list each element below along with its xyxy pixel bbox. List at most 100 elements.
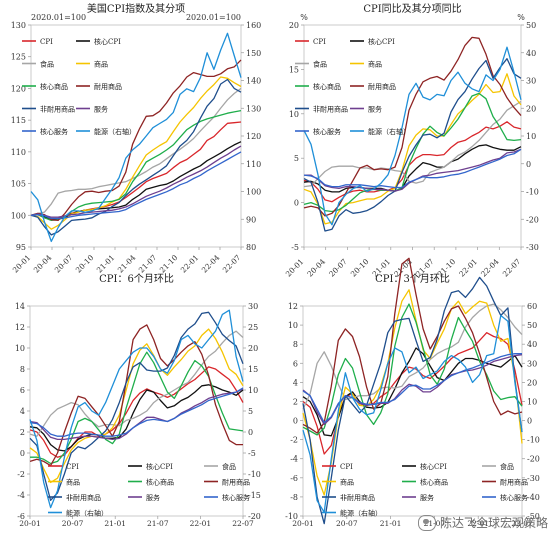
legend-label: 食品 (222, 462, 236, 471)
chart-panel-4: CPI：3个月环比-10-8-6-4-2024681012-50-40-30-2… (285, 257, 540, 528)
legend-item: 核心服务 (22, 127, 68, 136)
y2-tick-label: -20 (526, 215, 539, 224)
legend-item: CPI (22, 38, 53, 46)
y-tick-label: -6 (290, 474, 298, 483)
y-tick-label: 8 (20, 365, 25, 374)
y2-tick-label: 0 (248, 428, 253, 437)
legend-label: CPI (313, 38, 326, 46)
legend-item: 商品 (322, 478, 354, 487)
legend-label: 耐用商品 (222, 478, 250, 487)
legend-item: 非耐用商品 (22, 105, 75, 114)
y-tick-label: -8 (290, 493, 298, 502)
legend-label: 核心服务 (40, 127, 68, 136)
legend-label: 核心商品 (40, 82, 68, 91)
y2-tick-label: -20 (527, 455, 540, 464)
legend-item: 核心CPI (402, 462, 447, 471)
x-tick-label: 20-04 (305, 257, 327, 279)
x-tick-label: 20-10 (74, 253, 96, 275)
x-tick-label: 21-01 (380, 519, 402, 528)
y-tick-label: 130 (11, 21, 26, 30)
series-line-食品 (303, 100, 522, 188)
legend-label: 商品 (368, 60, 382, 69)
legend-label: 耐用商品 (500, 478, 528, 487)
legend-item: CPI (322, 463, 353, 471)
chart-title: CPI同比及其分项同比 (363, 3, 461, 15)
chart-title: CPI：6个月环比 (99, 273, 174, 285)
series-line-食品 (29, 330, 244, 437)
legend-item: 能源（右轴） (350, 127, 410, 136)
y2-tick-label: -50 (527, 512, 540, 521)
left-axis-unit: 2020.01=100 (31, 13, 86, 22)
legend-item: 能源（右轴） (76, 127, 136, 136)
series-line-耐用商品 (303, 36, 522, 217)
legend-item: 商品 (48, 478, 80, 487)
x-tick-label: 22-04 (479, 257, 501, 279)
y-tick-label: 20 (289, 21, 299, 30)
legend-label: 核心CPI (420, 462, 447, 471)
legend-label: 核心CPI (146, 462, 173, 471)
x-tick-label: 21-07 (137, 253, 159, 275)
watermark-text: 陈达飞全球宏观策略 (439, 516, 548, 530)
x-tick-label: 22-01 (190, 519, 212, 528)
y-tick-label: 120 (11, 84, 26, 93)
legend-label: 非耐用商品 (40, 105, 75, 114)
x-tick-label: 22-07 (501, 257, 523, 279)
y-tick-label: 8 (293, 340, 298, 349)
y-tick-label: -5 (291, 243, 299, 252)
x-tick-label: 20-01 (11, 253, 33, 275)
legend-label: 能源（右轴） (368, 127, 410, 136)
legend-label: 耐用商品 (94, 82, 122, 91)
legend-item: 食品 (22, 60, 54, 69)
legend-label: 非耐用商品 (313, 105, 348, 114)
y-tick-label: -2 (17, 470, 25, 479)
y2-tick-label: 50 (527, 321, 537, 330)
legend-label: 服务 (368, 105, 382, 114)
series-line-核心商品 (30, 351, 244, 465)
legend-item: 服务 (128, 493, 160, 502)
y-tick-label: 6 (293, 359, 298, 368)
y2-tick-label: -10 (248, 470, 261, 479)
series-line-核心服务 (29, 387, 244, 437)
wechat-logo-icon (417, 514, 436, 531)
x-tick-label: 22-07 (221, 253, 243, 275)
left-axis-unit: % (300, 13, 308, 22)
y-tick-label: 115 (11, 116, 26, 125)
legend-item: 核心商品 (128, 478, 174, 487)
legend-item: 非耐用商品 (295, 105, 348, 114)
series-line-核心商品 (303, 92, 522, 213)
y2-tick-label: -40 (527, 493, 540, 502)
chart-panel-3: CPI：6个月环比-6-4-202468101214-20-15-10-5051… (15, 273, 261, 528)
series-line-非耐用商品 (29, 311, 244, 501)
legend-label: 非耐用商品 (340, 493, 375, 502)
legend-item: 核心商品 (295, 82, 341, 91)
series-line-耐用商品 (30, 59, 242, 222)
y2-tick-label: -10 (527, 436, 540, 445)
y2-tick-label: 160 (246, 21, 261, 30)
y-tick-label: 14 (15, 302, 25, 311)
legend-item: 服务 (402, 493, 434, 502)
watermark: 陈达飞全球宏观策略 (417, 514, 548, 531)
x-tick-label: 21-04 (116, 253, 138, 275)
legend-label: 核心商品 (146, 478, 174, 487)
x-tick-label: 21-10 (158, 253, 180, 275)
series-line-能源（右轴） (303, 46, 522, 226)
legend-item: 核心CPI (350, 37, 395, 46)
y-tick-label: 0 (20, 449, 25, 458)
legend-item: CPI (48, 463, 79, 471)
legend-label: 商品 (94, 60, 108, 69)
y-tick-label: -4 (17, 491, 25, 500)
legend-label: 服务 (146, 493, 160, 502)
y-tick-label: 0 (293, 417, 298, 426)
legend-label: 核心CPI (368, 37, 395, 46)
y2-tick-label: 30 (526, 77, 536, 86)
legend-item: 核心服务 (295, 127, 341, 136)
legend-item: 核心CPI (128, 462, 173, 471)
legend-label: 能源（右轴） (94, 127, 136, 136)
chart-panel-2: CPI同比及其分项同比% % -5 0 5 10 15 20 -30 -20 -10 0 10 20 30 4… (284, 3, 539, 279)
x-tick-label: 20-07 (327, 257, 349, 279)
y-tick-label: -10 (285, 512, 298, 521)
y2-tick-label: 0 (527, 417, 532, 426)
legend-item: 能源（右轴） (322, 509, 382, 518)
